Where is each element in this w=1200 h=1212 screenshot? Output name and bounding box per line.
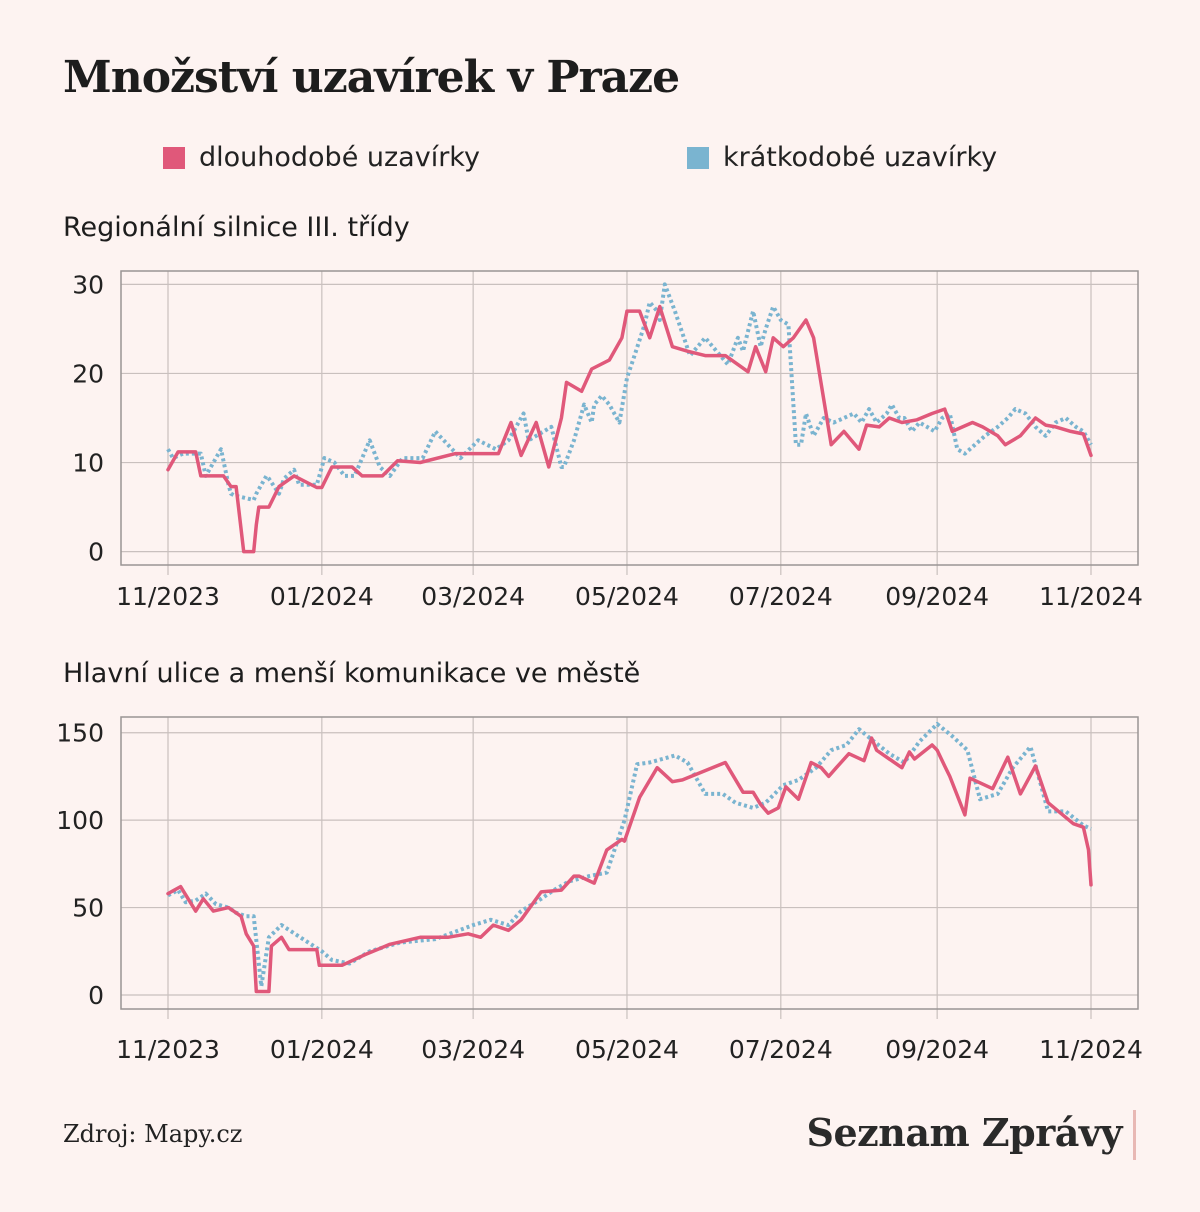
x-tick-label: 01/2024 bbox=[270, 582, 374, 611]
grid bbox=[121, 717, 1138, 1019]
legend-item-short-term: krátkodobé uzavírky bbox=[687, 142, 997, 173]
source-note: Zdroj: Mapy.cz bbox=[63, 1120, 243, 1148]
x-tick-label: 07/2024 bbox=[729, 1035, 833, 1064]
legend-label-short-term: krátkodobé uzavírky bbox=[723, 142, 998, 173]
chart-regional-roads: 0 10 20 30 11/2023 01/2024 03/2024 05/2024 07/20… bbox=[72, 270, 1143, 611]
page-title: Množství uzavírek v Praze bbox=[63, 52, 680, 103]
x-tick-label: 09/2024 bbox=[885, 1035, 989, 1064]
y-tick-label: 10 bbox=[72, 449, 104, 478]
y-tick-label: 0 bbox=[88, 981, 104, 1010]
x-tick-label: 03/2024 bbox=[421, 582, 525, 611]
logo-divider bbox=[1133, 1110, 1136, 1160]
x-tick-label: 01/2024 bbox=[270, 1035, 374, 1064]
y-tick-label: 50 bbox=[72, 894, 104, 923]
brand-logo: Seznam Zprávy bbox=[806, 1110, 1123, 1155]
x-tick-label: 03/2024 bbox=[421, 1035, 525, 1064]
x-tick-label: 07/2024 bbox=[729, 582, 833, 611]
y-tick-label: 0 bbox=[88, 538, 104, 567]
x-tick-label: 05/2024 bbox=[575, 1035, 679, 1064]
series-line-long-term bbox=[166, 736, 1093, 994]
x-tick-label: 11/2023 bbox=[116, 582, 220, 611]
y-tick-label: 100 bbox=[56, 806, 104, 835]
plot-frame bbox=[120, 270, 1139, 566]
x-tick-label: 05/2024 bbox=[575, 582, 679, 611]
x-tick-label: 11/2024 bbox=[1039, 1035, 1143, 1064]
chart-2-title: Hlavní ulice a menší komunikace ve městě bbox=[63, 658, 641, 689]
legend-label-long-term: dlouhodobé uzavírky bbox=[199, 142, 480, 173]
legend-swatch-short-term bbox=[687, 146, 709, 169]
y-tick-label: 150 bbox=[56, 719, 104, 748]
chart-city-streets: 0 50 100 150 11/2023 01/2024 03/2024 05/2024 07/… bbox=[56, 716, 1143, 1064]
series-line-short-term bbox=[167, 722, 1092, 989]
series-line-long-term bbox=[166, 304, 1093, 554]
x-tick-label: 09/2024 bbox=[885, 582, 989, 611]
x-tick-label: 11/2023 bbox=[116, 1035, 220, 1064]
legend-swatch-long-term bbox=[163, 146, 185, 169]
plot-frame bbox=[120, 716, 1139, 1010]
y-tick-label: 20 bbox=[72, 359, 104, 388]
legend-item-long-term: dlouhodobé uzavírky bbox=[163, 142, 480, 173]
grid bbox=[121, 271, 1138, 575]
x-tick-label: 11/2024 bbox=[1039, 582, 1143, 611]
chart-1-title: Regionální silnice III. třídy bbox=[63, 212, 410, 243]
y-tick-label: 30 bbox=[72, 270, 104, 299]
